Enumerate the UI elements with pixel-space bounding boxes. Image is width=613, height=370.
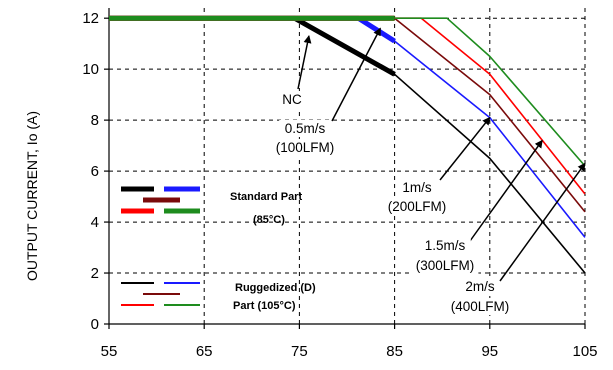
series-line-rug-1 xyxy=(394,17,586,213)
annotation-bg-0-5ms xyxy=(271,139,339,156)
annotation-arrow-1-5ms xyxy=(469,139,543,242)
annotation-bg-0-5ms xyxy=(279,120,331,137)
x-tick-label: 105 xyxy=(572,343,597,360)
annotation-bg-2ms xyxy=(446,298,514,315)
x-tick-label: 75 xyxy=(291,343,308,360)
annotation-bg-1ms xyxy=(398,179,436,196)
x-tick-label: 65 xyxy=(196,343,213,360)
annotation-bg-nc xyxy=(281,91,303,108)
y-tick-label: 12 xyxy=(82,10,99,27)
annotation-label-1ms: (200LFM) xyxy=(388,199,447,214)
series-layer xyxy=(109,15,586,274)
legend-label-ruggedized: Ruggedized (D) xyxy=(235,282,316,294)
series-line-std-05 xyxy=(109,15,396,44)
annotation-arrow-1ms xyxy=(439,116,491,181)
legend: Standard Part (85°C) Ruggedized (D) Part (1… xyxy=(121,186,316,312)
series-line-rug-nc xyxy=(394,73,586,274)
y-tick-label: 8 xyxy=(91,112,99,129)
y-tick-label: 2 xyxy=(91,265,99,282)
annotation-label-1-5ms: 1.5m/s xyxy=(425,238,466,253)
series-line-std-nc xyxy=(109,15,396,77)
y-axis-label: OUTPUT CURRENT, Io (A) xyxy=(24,111,40,281)
annotation-label-1ms: 1m/s xyxy=(402,180,432,195)
annotation-bg-2ms xyxy=(461,278,499,295)
annotation-label-1-5ms: (300LFM) xyxy=(416,258,475,273)
grid-layer xyxy=(109,8,586,324)
annotation-label-2ms: (400LFM) xyxy=(451,299,510,314)
annotation-label-nc: NC xyxy=(282,92,302,107)
legend-label-standard: Standard Part xyxy=(230,191,302,203)
x-tick-label: 55 xyxy=(101,343,118,360)
y-tick-label: 0 xyxy=(91,316,99,333)
annotation-bg-1-5ms xyxy=(419,237,471,254)
annotation-label-2ms: 2m/s xyxy=(465,279,495,294)
series-line-rug-2 xyxy=(394,17,586,167)
x-tick-label: 95 xyxy=(481,343,498,360)
annotation-arrow-0-5ms xyxy=(331,27,381,122)
annotation-label-0-5ms: 0.5m/s xyxy=(285,121,326,136)
annotation-arrow-nc xyxy=(297,35,312,90)
tick-labels: 0 2 4 6 8 10 12 55 65 75 85 95 105 xyxy=(82,10,597,360)
legend-label-standard-temp: (85°C) xyxy=(253,214,285,226)
y-tick-label: 10 xyxy=(82,61,99,78)
annotation-label-0-5ms: (100LFM) xyxy=(276,140,335,155)
legend-label-ruggedized-temp: Part (105°C) xyxy=(233,300,296,312)
annotation-arrow-2ms xyxy=(499,162,586,282)
y-tick-label: 4 xyxy=(91,214,99,231)
axis-layer xyxy=(104,8,586,329)
annotation-layer: NC 0.5m/s (100LFM) 1m/s (200LFM) 1.5m/s (300LF… xyxy=(271,27,586,315)
annotation-bg-1-5ms xyxy=(411,257,479,274)
annotation-bg-1ms xyxy=(383,198,451,215)
x-tick-label: 85 xyxy=(386,343,403,360)
y-tick-label: 6 xyxy=(91,163,99,180)
